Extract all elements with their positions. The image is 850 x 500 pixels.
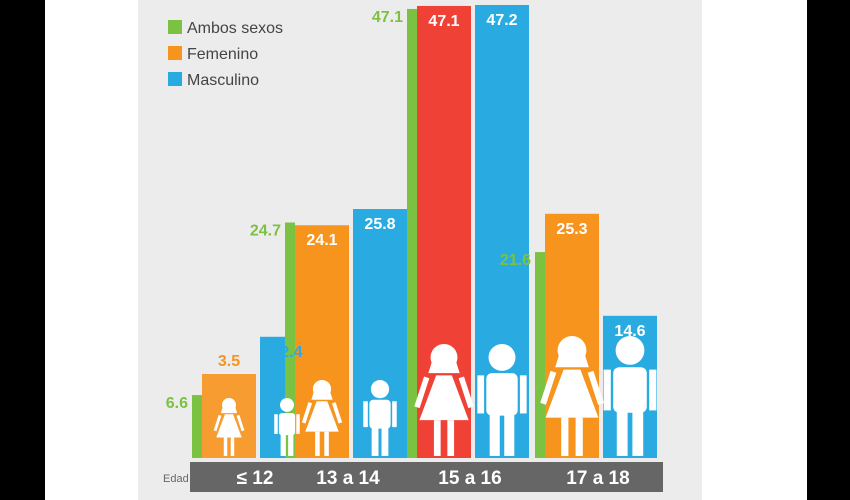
- legend-swatch-femenino: [168, 46, 182, 60]
- category-axis: Edad ≤ 12 13 a 14 15 a 16 17 a 18: [163, 462, 663, 492]
- legend: Ambos sexos Femenino Masculino: [168, 20, 283, 89]
- boy-figure-icon-13-a-14: [363, 380, 397, 456]
- girl-figure-icon-13-a-14: [301, 380, 343, 456]
- boy-figure-icon-17-a-18: [603, 336, 657, 456]
- category-label-13-a-14: 13 a 14: [316, 468, 380, 489]
- category-band-15-a-16: [405, 462, 535, 492]
- category-band-13-a-14: [283, 462, 413, 492]
- category-label-le-12: ≤ 12: [237, 468, 274, 489]
- legend-swatch-masculino: [168, 72, 182, 86]
- x-axis-title: Edad: [163, 473, 189, 485]
- value-labels-layer: 6.6 3.5 12.4 24.7 24.1 25.8 47.1 47.1 47.2 21.6 25…: [166, 9, 646, 412]
- value-label-masculino-13-a-14: 25.8: [364, 216, 395, 233]
- girl-figure-icon-17-a-18: [540, 336, 604, 456]
- bar-ambos-sexos-17-a-18: [535, 252, 545, 458]
- value-label-ambos-sexos-17-a-18: 21.6: [500, 252, 531, 269]
- value-label-femenino-13-a-14: 24.1: [306, 232, 337, 249]
- bar-ambos-sexos-15-a-16: [407, 8, 417, 458]
- category-label-15-a-16: 15 a 16: [438, 468, 501, 489]
- legend-label-ambos-sexos: Ambos sexos: [187, 20, 283, 37]
- boy-figure-icon-le-12: [274, 398, 300, 456]
- boy-figure-icon-15-a-16: [477, 344, 527, 456]
- value-label-masculino-15-a-16: 47.2: [486, 12, 517, 29]
- value-label-ambos-sexos-13-a-14: 24.7: [250, 223, 281, 240]
- category-label-17-a-18: 17 a 18: [566, 468, 629, 489]
- value-label-masculino-le-12: 12.4: [271, 344, 302, 361]
- figures-layer: [213, 336, 657, 456]
- value-label-femenino-le-12: 3.5: [218, 353, 240, 370]
- girl-figure-icon-le-12: [213, 398, 245, 456]
- category-band-17-a-18: [533, 462, 663, 492]
- bar-femenino-17-a-18: [545, 213, 599, 458]
- value-label-femenino-17-a-18: 25.3: [556, 221, 587, 238]
- value-label-ambos-sexos-le-12: 6.6: [166, 395, 188, 412]
- legend-label-femenino: Femenino: [187, 46, 258, 63]
- legend-swatch-ambos-sexos: [168, 20, 182, 34]
- value-label-femenino-15-a-16: 47.1: [428, 13, 459, 30]
- value-label-masculino-17-a-18: 14.6: [614, 323, 645, 340]
- bar-ambos-sexos-le-12: [192, 395, 202, 458]
- value-label-ambos-sexos-15-a-16: 47.1: [372, 9, 403, 26]
- legend-label-masculino: Masculino: [187, 72, 259, 89]
- girl-figure-icon-15-a-16: [414, 344, 474, 456]
- bar-ambos-sexos-13-a-14: [285, 222, 295, 458]
